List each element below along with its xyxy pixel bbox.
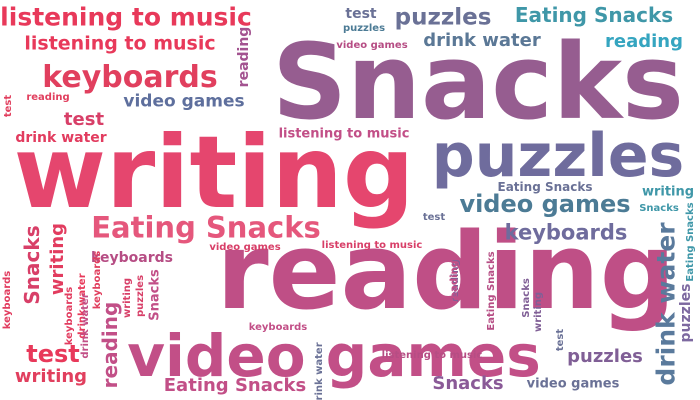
cloud-word-puzzles: puzzles — [431, 121, 685, 191]
cloud-word-reading: reading — [98, 301, 122, 389]
cloud-word-test: test — [345, 6, 377, 22]
cloud-word-writing: writing — [533, 291, 544, 333]
cloud-word-writing: writing — [47, 222, 68, 296]
cloud-word-snacks: Snacks — [432, 373, 504, 394]
cloud-word-keyboards: keyboards — [2, 270, 13, 330]
cloud-word-keyboards: keyboards — [42, 60, 218, 95]
cloud-word-snacks: Snacks — [272, 21, 684, 143]
cloud-word-listening-to-music: listening to music — [278, 126, 410, 142]
cloud-word-drink-water: drink water — [80, 293, 91, 359]
cloud-word-test: test — [555, 328, 566, 352]
cloud-word-reading: reading — [26, 92, 70, 103]
cloud-word-test: test — [63, 109, 105, 130]
cloud-word-listening-to-music: listening to music — [24, 32, 216, 55]
cloud-word-eating-snacks: Eating Snacks — [486, 251, 497, 331]
cloud-word-video-games: video games — [127, 322, 541, 390]
cloud-word-listening-to-music: listening to music — [381, 350, 483, 361]
cloud-word-writing: writing — [14, 366, 88, 387]
cloud-word-drink-water: drink water — [651, 222, 681, 386]
cloud-word-video-games: video games — [209, 242, 281, 253]
cloud-word-test: test — [3, 94, 14, 118]
cloud-word-drink-water: drink water — [314, 342, 325, 400]
cloud-word-drink-water: drink water — [15, 130, 107, 146]
cloud-word-writing: writing — [122, 277, 133, 319]
cloud-word-puzzles: puzzles — [678, 283, 694, 343]
cloud-word-snacks: Snacks — [521, 278, 532, 318]
cloud-word-eating-snacks: Eating Snacks — [163, 375, 307, 396]
cloud-word-video-games: video games — [459, 190, 631, 218]
cloud-word-keyboards: keyboards — [92, 250, 103, 310]
cloud-word-puzzles: puzzles — [567, 346, 643, 367]
cloud-word-drink-water: drink water — [423, 30, 541, 51]
cloud-word-reading: reading — [605, 31, 683, 52]
cloud-word-keyboards: keyboards — [64, 286, 75, 346]
cloud-word-eating-snacks: Eating Snacks — [91, 210, 321, 245]
cloud-word-reading: reading — [216, 210, 676, 333]
cloud-word-keyboards: keyboards — [248, 322, 308, 333]
cloud-word-snacks: Snacks — [639, 203, 679, 214]
cloud-word-eating-snacks: Eating Snacks — [514, 3, 674, 27]
cloud-word-keyboards: keyboards — [91, 250, 173, 266]
cloud-word-listening-to-music: listening to music — [0, 2, 252, 32]
cloud-word-test: test — [26, 340, 80, 368]
cloud-word-snacks: Snacks — [20, 225, 44, 305]
cloud-word-listening-to-music: listening to music — [321, 240, 423, 251]
cloud-word-writing: writing — [641, 184, 695, 200]
cloud-word-video-games: video games — [123, 91, 245, 112]
cloud-word-puzzles: puzzles — [135, 274, 146, 318]
cloud-word-writing: writing — [13, 114, 415, 231]
cloud-word-video-games: video games — [336, 40, 408, 51]
cloud-word-puzzles: puzzles — [342, 23, 386, 34]
cloud-word-eating-snacks: Eating Snacks — [685, 202, 696, 282]
cloud-word-video-games: video games — [526, 376, 620, 392]
cloud-word-puzzles: puzzles — [394, 4, 492, 31]
cloud-word-reading: reading — [236, 26, 252, 88]
cloud-word-eating-snacks: Eating Snacks — [497, 180, 593, 194]
cloud-word-snacks: Snacks — [147, 269, 163, 321]
cloud-word-reading: reading — [449, 260, 460, 304]
cloud-word-keyboards: keyboards — [504, 220, 628, 245]
cloud-word-test: test — [422, 212, 446, 223]
